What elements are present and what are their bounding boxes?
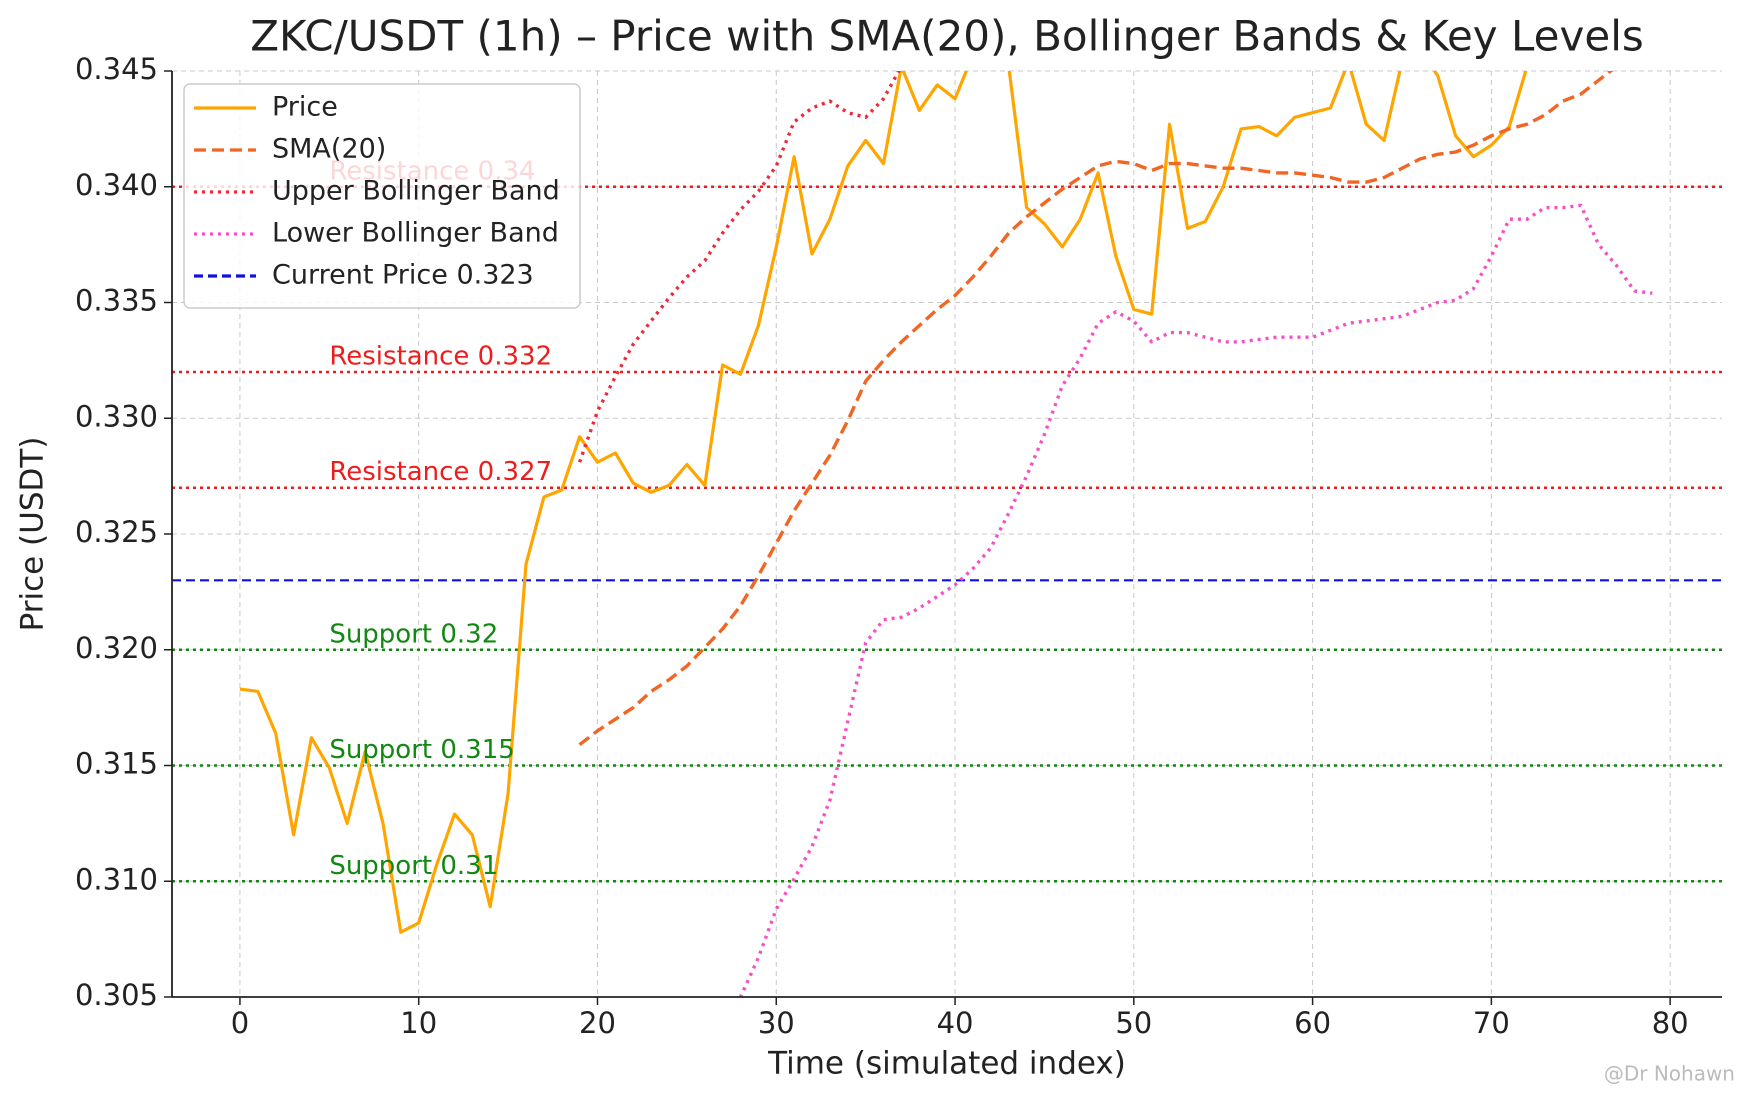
y-tick-label: 0.305 (75, 978, 158, 1012)
x-tick-label: 50 (1115, 1006, 1152, 1040)
legend-label: Upper Bollinger Band (272, 176, 560, 207)
y-tick-label: 0.315 (75, 747, 158, 781)
legend-label: Lower Bollinger Band (272, 218, 559, 249)
series-line (578, 71, 1614, 747)
x-axis-label: Time (simulated index) (767, 1046, 1126, 1082)
series-line (577, 71, 901, 463)
legend-box (183, 83, 581, 309)
x-tick-label: 20 (579, 1006, 616, 1040)
legend-label: Current Price 0.323 (272, 260, 534, 291)
y-tick-label: 0.325 (75, 515, 158, 549)
legend-label: Price (272, 92, 338, 123)
x-tick-label: 70 (1473, 1006, 1510, 1040)
watermark: @Dr Nohawn (1604, 1062, 1735, 1086)
x-tick-label: 0 (231, 1006, 249, 1040)
y-tick-label: 0.335 (75, 284, 158, 318)
x-tick-label: 30 (758, 1006, 795, 1040)
key-level-label: Resistance 0.327 (329, 457, 552, 487)
x-tick-label: 40 (937, 1006, 974, 1040)
key-level-label: Support 0.32 (329, 619, 498, 649)
y-axis-label: Price (USDT) (15, 437, 51, 632)
chart-title: ZKC/USDT (1h) – Price with SMA(20), Boll… (250, 12, 1644, 61)
plot-area (172, 71, 1722, 997)
y-tick-label: 0.310 (75, 862, 158, 896)
x-tick-label: 60 (1294, 1006, 1331, 1040)
x-tick-label: 10 (400, 1006, 437, 1040)
y-tick-label: 0.340 (75, 168, 158, 202)
series-line (239, 71, 1528, 934)
key-level-label: Resistance 0.332 (329, 341, 552, 371)
y-tick-label: 0.330 (75, 399, 158, 433)
series-line (738, 203, 1653, 997)
x-tick-label: 80 (1652, 1006, 1689, 1040)
key-level-label: Support 0.31 (329, 851, 498, 881)
y-tick-label: 0.345 (75, 52, 158, 86)
y-tick-label: 0.320 (75, 631, 158, 665)
key-level-label: Support 0.315 (329, 735, 514, 765)
legend-label: SMA(20) (272, 134, 386, 165)
